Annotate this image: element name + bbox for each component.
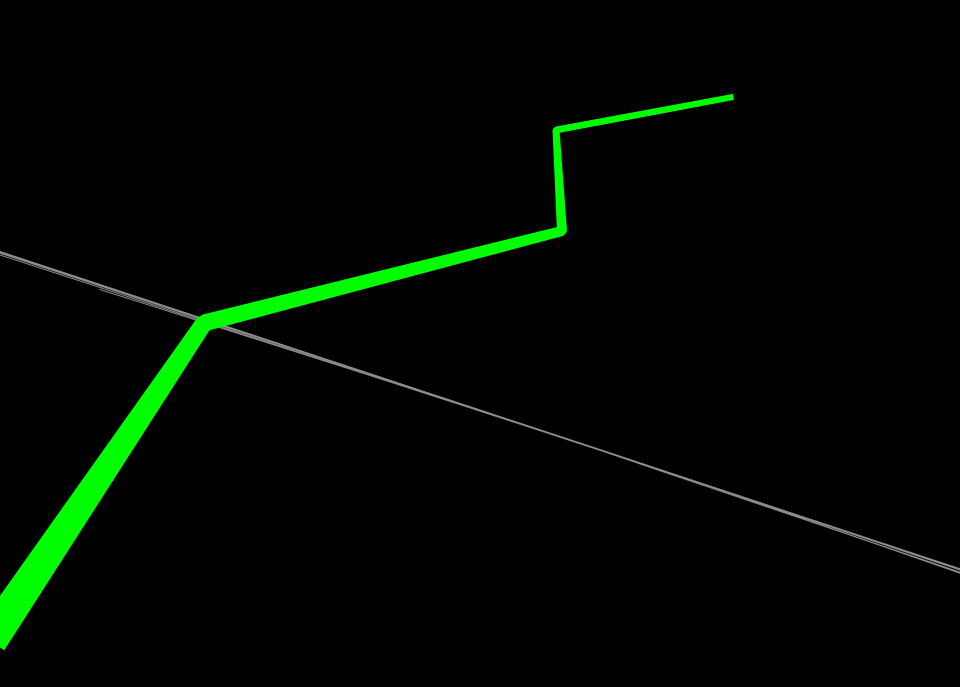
path-joint xyxy=(553,127,559,133)
grid-line-u xyxy=(0,251,610,454)
grid-line-v xyxy=(539,429,960,571)
grid-line-v xyxy=(0,251,219,325)
grid-line-v xyxy=(547,432,960,570)
path-segment xyxy=(0,317,212,651)
grid-line-u xyxy=(781,509,960,570)
grid-line-v xyxy=(0,251,380,378)
green-path xyxy=(0,93,735,651)
grid-line-v xyxy=(0,251,288,348)
grid-line-v xyxy=(529,426,960,571)
grid-line-v xyxy=(562,436,960,570)
grid-line-v xyxy=(0,251,479,410)
grid-line-v xyxy=(592,446,960,570)
grid-line-v xyxy=(588,445,960,570)
grid-line-v xyxy=(0,251,122,293)
grid-line-u xyxy=(0,252,672,474)
grid-line-v xyxy=(0,251,438,397)
grid-line-u xyxy=(702,483,960,574)
grid-line-v xyxy=(568,438,960,570)
grid-line-u xyxy=(748,498,960,570)
path-joint xyxy=(196,315,212,331)
grid-line-u xyxy=(723,490,960,571)
grid-line-u xyxy=(824,523,960,570)
path-segment xyxy=(554,93,735,134)
grid-line-v xyxy=(584,444,960,570)
grid-line-v xyxy=(519,422,960,573)
grid-line-u xyxy=(0,251,605,452)
grid-line-v xyxy=(555,434,960,570)
grid-line-u xyxy=(0,251,620,457)
grid-line-u xyxy=(0,251,597,450)
grid-line-v xyxy=(0,252,495,416)
grid-line-v xyxy=(574,440,960,570)
path-segment xyxy=(552,129,568,232)
grid-line-u xyxy=(0,251,626,459)
grid-line-v xyxy=(596,448,960,570)
path-segment xyxy=(201,225,564,332)
path-joint xyxy=(557,226,567,236)
grid-line-u xyxy=(0,251,615,455)
grid-line-u xyxy=(0,251,601,451)
grid-line-u xyxy=(0,251,633,461)
grid-line-v xyxy=(579,442,960,570)
grid-line-v xyxy=(0,251,460,404)
